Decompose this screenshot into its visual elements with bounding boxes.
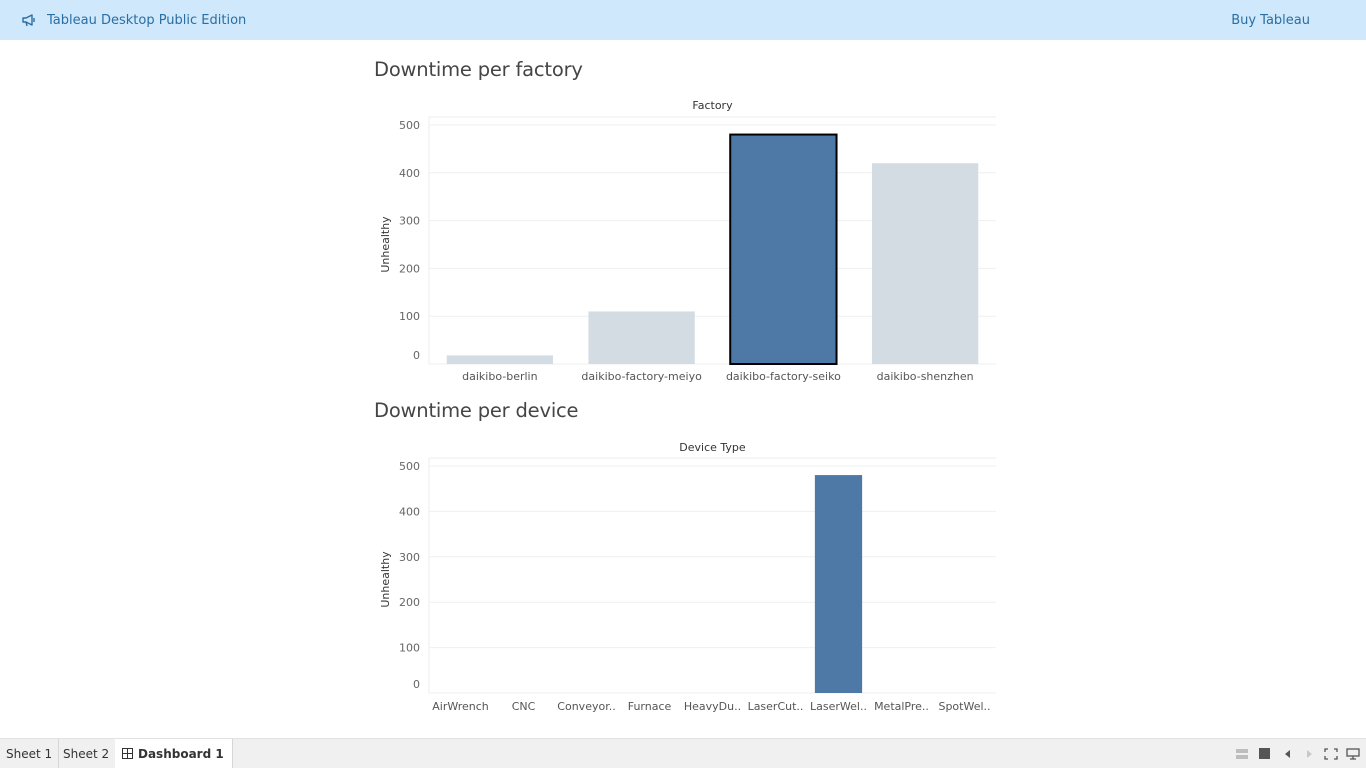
y-tick-label: 0: [413, 349, 420, 362]
bar-daikibo-berlin[interactable]: [446, 355, 554, 364]
x-category-label: daikibo-factory-meiyo: [581, 370, 702, 383]
x-category-label: HeavyDu..: [684, 700, 741, 713]
x-category-label: LaserCut..: [748, 700, 804, 713]
y-tick-label: 300: [399, 215, 420, 228]
promo-label: Tableau Desktop Public Edition: [47, 12, 247, 28]
y-tick-label: 200: [399, 262, 420, 275]
megaphone-icon: [22, 14, 35, 27]
y-tick-label: 100: [399, 310, 420, 323]
x-category-label: SpotWel..: [938, 700, 990, 713]
factory-bar-chart[interactable]: Factory Unhealthy 0 100 200 300 400 500 daikibo-…: [374, 94, 1004, 390]
device-chart-title: Downtime per device: [374, 399, 579, 422]
x-category-label: MetalPre..: [874, 700, 929, 713]
tab-sheet-2[interactable]: Sheet 2: [57, 739, 117, 768]
tab-sheet-1[interactable]: Sheet 1: [0, 739, 60, 768]
bar-laserwel[interactable]: [814, 475, 863, 693]
buy-tableau-link[interactable]: Buy Tableau: [1231, 12, 1310, 28]
presentation-icon[interactable]: [1346, 748, 1360, 760]
fixed-size-icon[interactable]: [1258, 748, 1272, 760]
y-tick-label: 400: [399, 505, 420, 518]
y-tick-label: 300: [399, 551, 420, 564]
chart-header: Factory: [692, 99, 733, 112]
bar-daikibo-factory-seiko[interactable]: [729, 133, 838, 366]
x-category-label: AirWrench: [432, 700, 489, 713]
chart-header: Device Type: [679, 441, 746, 454]
x-category-label: daikibo-berlin: [462, 370, 537, 383]
bar-daikibo-factory-meiyo[interactable]: [588, 311, 695, 364]
x-category-label: LaserWel..: [810, 700, 867, 713]
layout-icon[interactable]: [1236, 748, 1250, 760]
device-bar-chart[interactable]: Device Type Unhealthy 0 100 200 300 400 500 AirW…: [374, 436, 1004, 720]
top-banner: Tableau Desktop Public Edition Buy Table…: [0, 0, 1366, 40]
bar-daikibo-shenzhen[interactable]: [871, 163, 979, 364]
sheet-tab-bar: Sheet 1 Sheet 2 Dashboard 1: [0, 738, 1366, 768]
y-tick-label: 200: [399, 596, 420, 609]
x-category-label: daikibo-shenzhen: [877, 370, 974, 383]
x-category-label: Furnace: [628, 700, 672, 713]
y-axis-label: Unhealthy: [379, 216, 392, 273]
x-category-label: Conveyor..: [557, 700, 615, 713]
y-tick-label: 500: [399, 460, 420, 473]
y-axis-label: Unhealthy: [379, 551, 392, 608]
y-tick-label: 0: [413, 678, 420, 691]
x-category-label: daikibo-factory-seiko: [726, 370, 841, 383]
fullscreen-icon[interactable]: [1324, 748, 1338, 760]
previous-icon[interactable]: [1281, 748, 1295, 760]
x-category-label: CNC: [512, 700, 536, 713]
y-tick-label: 100: [399, 642, 420, 655]
y-tick-label: 500: [399, 119, 420, 132]
tab-dashboard-1[interactable]: Dashboard 1: [115, 739, 233, 768]
dashboard-grid-icon: [122, 748, 133, 759]
next-icon[interactable]: [1302, 748, 1316, 760]
y-tick-label: 400: [399, 167, 420, 180]
factory-chart-title: Downtime per factory: [374, 58, 583, 81]
promo-link[interactable]: Tableau Desktop Public Edition: [22, 0, 246, 40]
tab-dashboard-1-label: Dashboard 1: [138, 746, 224, 761]
